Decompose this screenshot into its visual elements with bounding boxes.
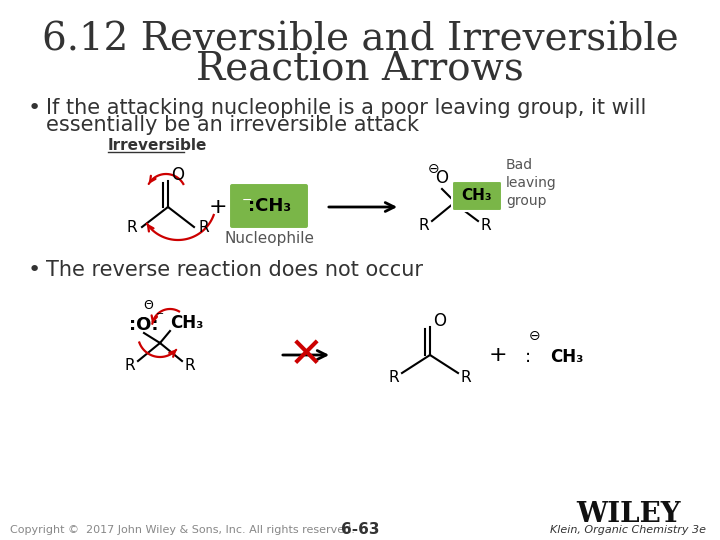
Text: Nucleophile: Nucleophile: [224, 232, 314, 246]
Text: ⊖: ⊖: [428, 162, 440, 176]
Text: Klein, Organic Chemistry 3e: Klein, Organic Chemistry 3e: [550, 525, 706, 535]
Text: Bad
leaving
group: Bad leaving group: [506, 158, 557, 208]
Text: essentially be an irreversible attack: essentially be an irreversible attack: [46, 115, 419, 135]
Text: O: O: [436, 169, 449, 187]
Text: CH₃: CH₃: [550, 348, 583, 366]
Text: ..: ..: [140, 308, 148, 321]
Text: R: R: [185, 357, 195, 373]
Text: :O:: :O:: [130, 316, 158, 334]
Text: CH₃: CH₃: [462, 188, 492, 204]
Text: Θ: Θ: [143, 299, 153, 312]
Text: R: R: [127, 219, 138, 234]
Text: R: R: [199, 219, 210, 234]
Text: WILEY: WILEY: [576, 501, 680, 528]
Text: −: −: [156, 309, 164, 319]
Text: +: +: [209, 197, 228, 217]
Text: If the attacking nucleophile is a poor leaving group, it will: If the attacking nucleophile is a poor l…: [46, 98, 647, 118]
Text: The reverse reaction does not occur: The reverse reaction does not occur: [46, 260, 423, 280]
FancyBboxPatch shape: [452, 181, 502, 211]
Text: 6-63: 6-63: [341, 523, 379, 537]
Text: O: O: [433, 312, 446, 330]
Text: R: R: [481, 218, 491, 233]
Text: Copyright ©  2017 John Wiley & Sons, Inc. All rights reserved.: Copyright © 2017 John Wiley & Sons, Inc.…: [10, 525, 355, 535]
Text: R: R: [419, 218, 429, 233]
Text: ⊖: ⊖: [529, 329, 541, 343]
Text: Reaction Arrows: Reaction Arrows: [196, 51, 524, 89]
Text: :: :: [525, 348, 531, 366]
Text: Irreversible: Irreversible: [108, 138, 207, 153]
Text: +: +: [489, 345, 508, 365]
Text: ✕: ✕: [289, 334, 323, 376]
Text: •: •: [28, 260, 41, 280]
Text: R: R: [389, 369, 400, 384]
Text: R: R: [125, 357, 135, 373]
Text: •: •: [28, 98, 41, 118]
Text: O: O: [171, 166, 184, 184]
Text: :CH₃: :CH₃: [248, 197, 291, 215]
Text: 6.12 Reversible and Irreversible: 6.12 Reversible and Irreversible: [42, 22, 678, 58]
Text: −: −: [242, 194, 253, 207]
FancyBboxPatch shape: [229, 183, 309, 229]
Text: R: R: [461, 369, 472, 384]
Text: CH₃: CH₃: [170, 314, 203, 332]
